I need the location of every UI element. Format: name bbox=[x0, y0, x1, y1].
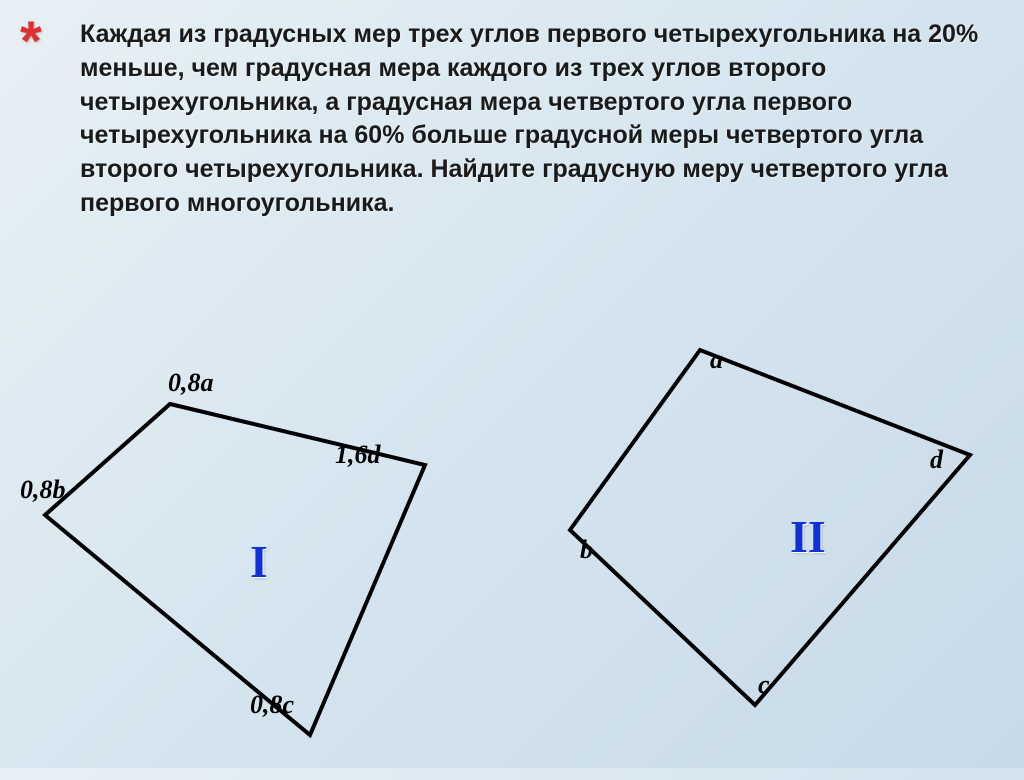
quad1-shape bbox=[10, 360, 470, 780]
diagram-area: 0,8a 1,6d 0,8b 0,8c I a d b c II bbox=[0, 340, 1024, 760]
quad1-roman: I bbox=[250, 535, 268, 588]
quad2-label-left: b bbox=[580, 535, 593, 565]
quad1-label-left: 0,8b bbox=[20, 475, 66, 505]
problem-statement: Каждая из градусных мер трех углов перво… bbox=[80, 18, 984, 221]
quad2-label-topleft: a bbox=[710, 345, 723, 375]
quad1-label-topleft: 0,8a bbox=[168, 368, 214, 398]
quad2-label-bottom: c bbox=[758, 670, 770, 700]
quad2-label-topright: d bbox=[930, 445, 943, 475]
quad1-label-bottom: 0,8c bbox=[250, 690, 294, 720]
quad2-polygon bbox=[570, 350, 970, 705]
quad1-label-topright: 1,6d bbox=[335, 440, 381, 470]
asterisk-marker: * bbox=[20, 8, 42, 73]
quad2-roman: II bbox=[790, 510, 826, 563]
